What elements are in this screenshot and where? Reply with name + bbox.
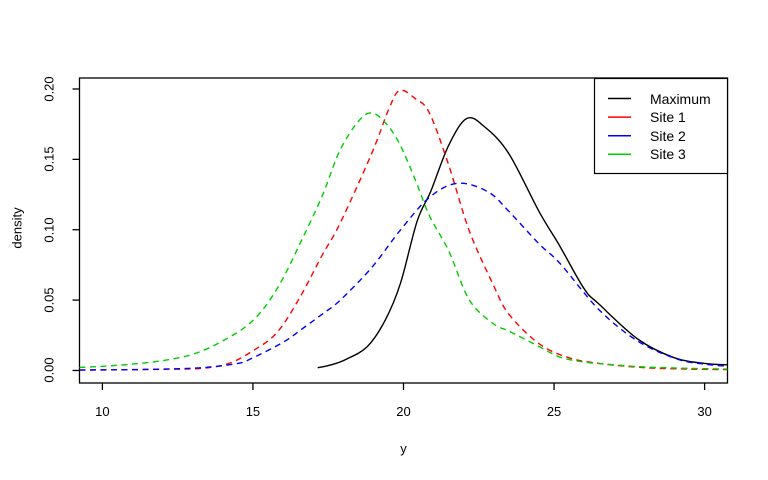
curve-site-3 [79,112,728,370]
curve-maximum [317,117,728,369]
x-tick-label: 25 [546,404,562,419]
legend-box [593,77,729,175]
legend-label-site-1: Site 1 [650,109,686,126]
x-tick-label: 15 [245,404,261,419]
curve-site-2 [79,182,728,371]
y-tick-label: 0.20 [41,76,57,102]
x-tick-label: 20 [396,404,411,419]
y-tick-label: 0.05 [41,287,57,313]
legend-label-maximum: Maximum [650,90,711,107]
legend-label-site-2: Site 2 [650,127,686,144]
x-tick-label: 10 [95,404,110,419]
y-tick-label: 0.15 [41,146,57,172]
legend-label-site-3: Site 3 [650,146,686,163]
x-axis-title: y [400,441,407,456]
y-axis-title: density [9,207,25,249]
curve-site-1 [79,89,728,371]
y-tick-label: 0.00 [41,357,57,384]
x-tick-label: 30 [697,404,712,419]
y-tick-label: 0.10 [41,217,57,243]
